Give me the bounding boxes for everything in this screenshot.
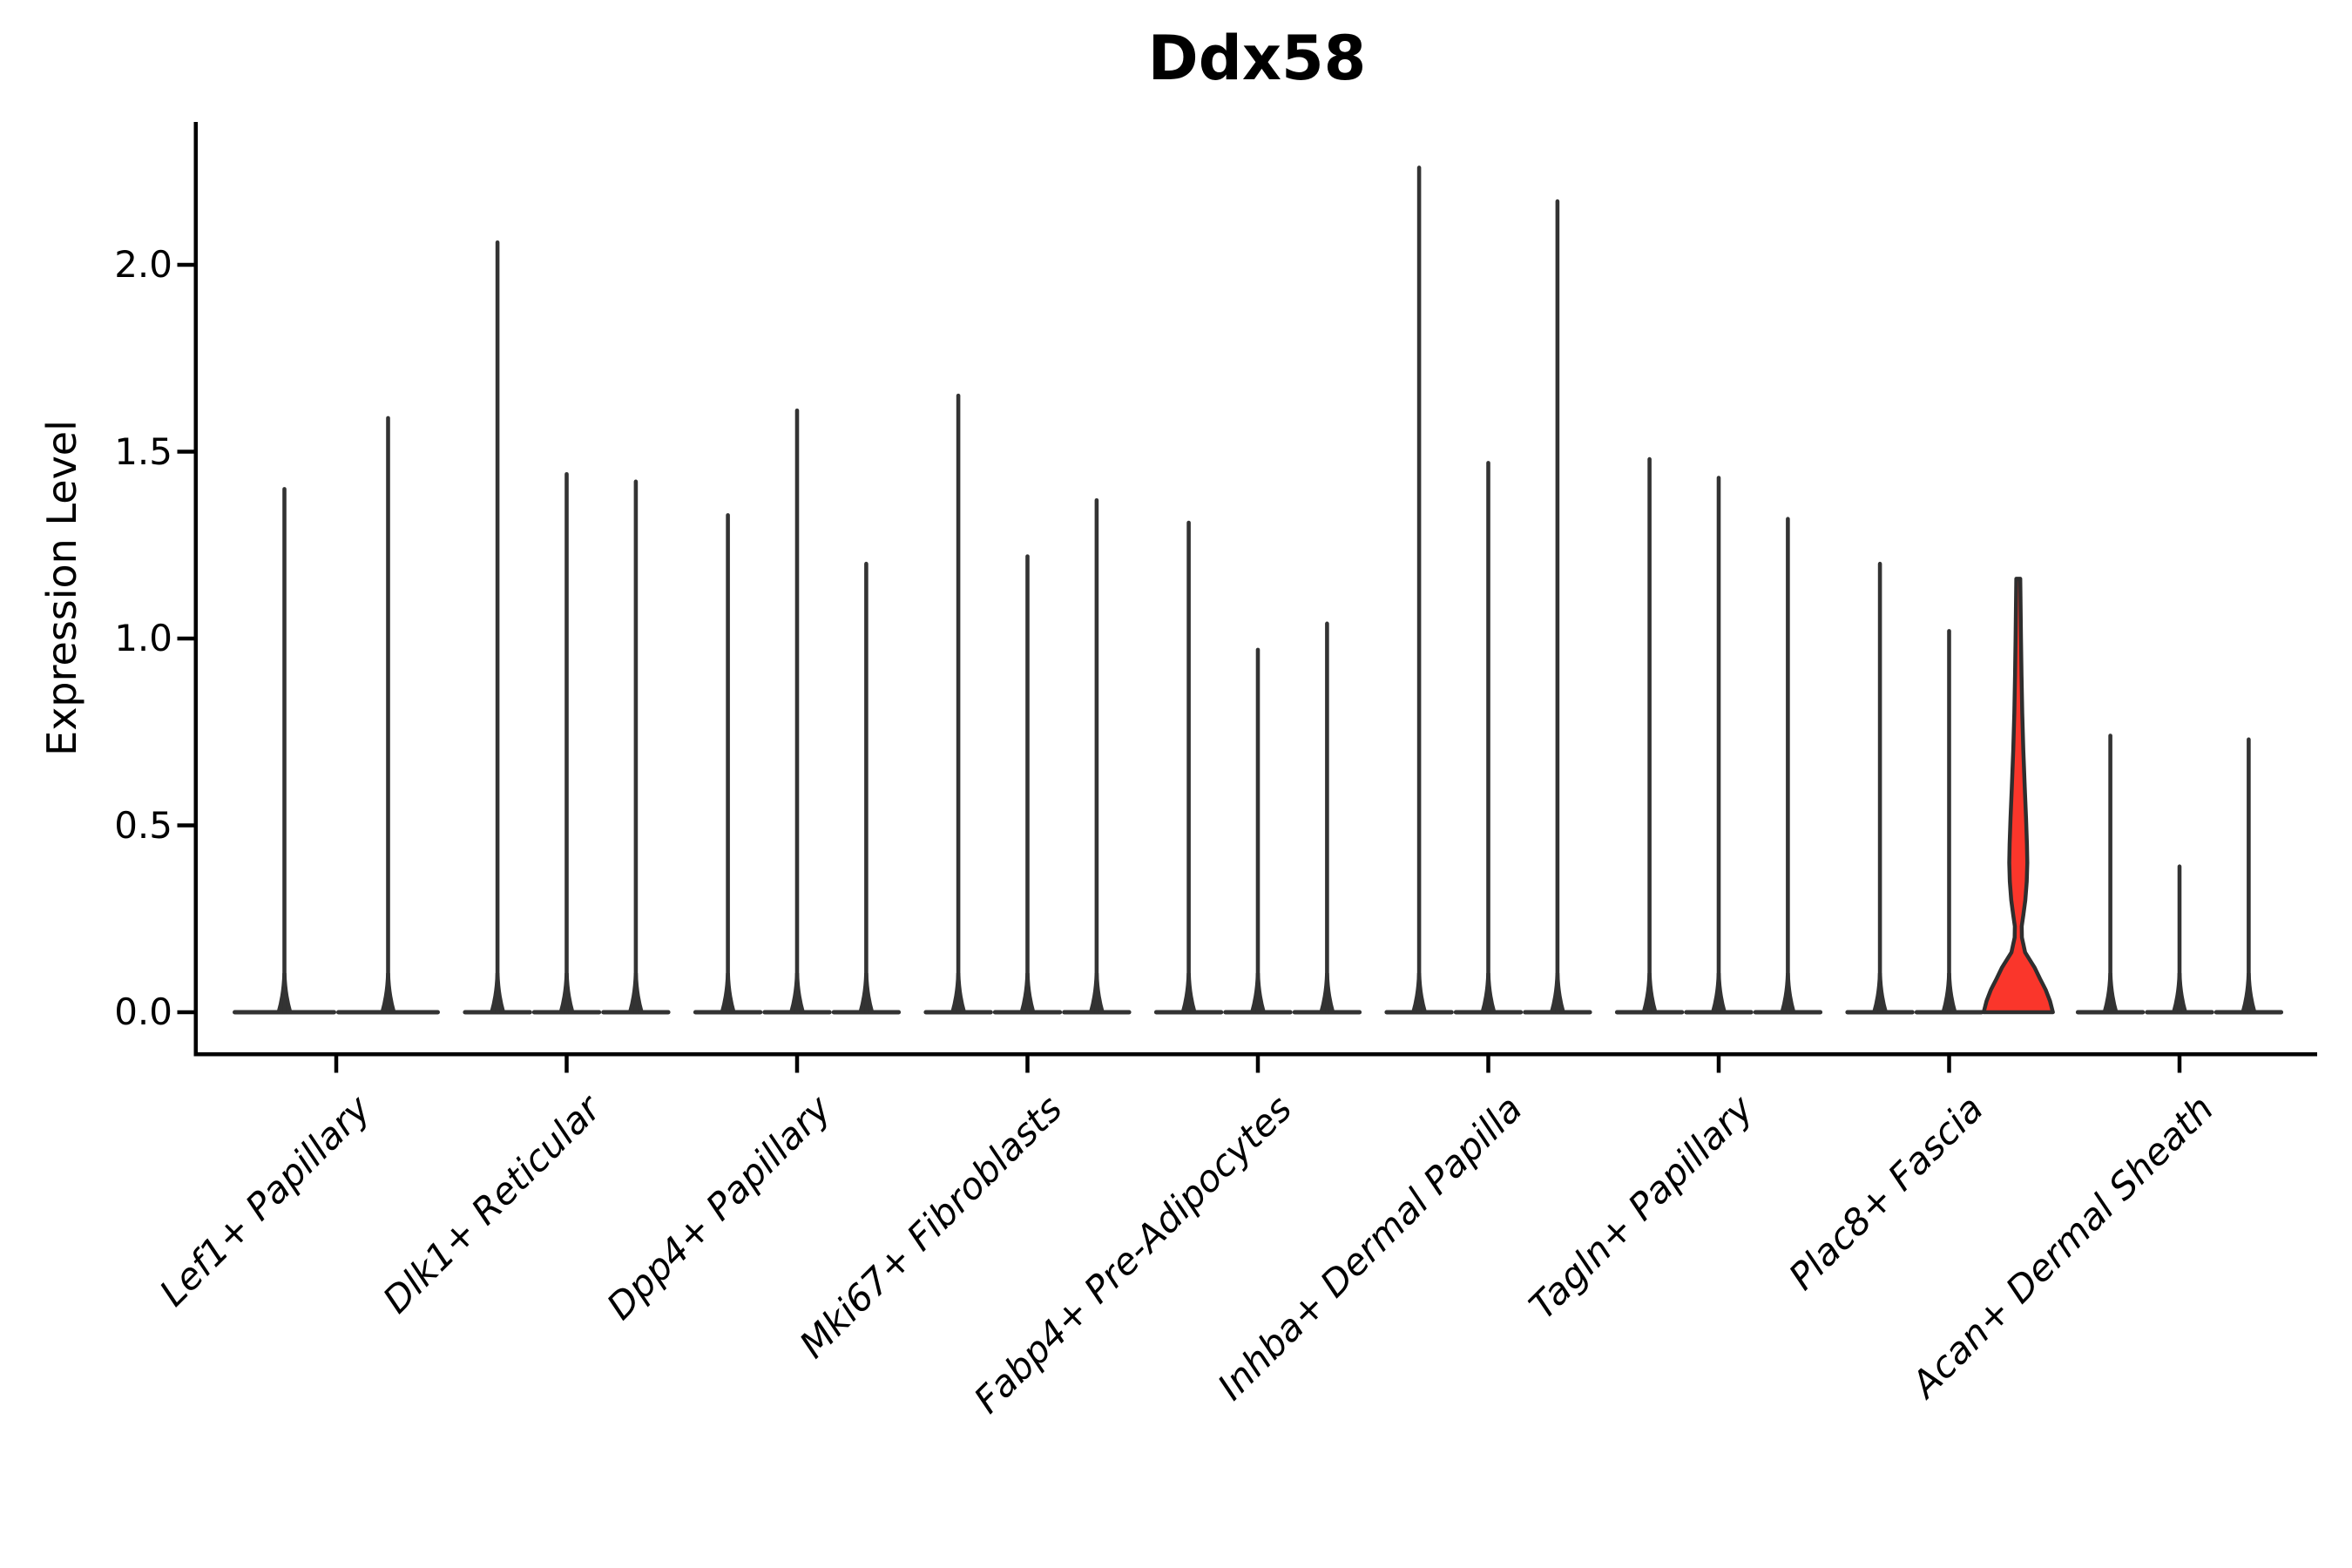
y-axis-spine xyxy=(193,122,198,1057)
highlighted-violin xyxy=(1981,577,2055,1015)
x-tick-mark xyxy=(794,1056,800,1073)
y-tick-mark xyxy=(177,823,194,828)
x-tick-mark xyxy=(1716,1056,1721,1073)
y-tick-label: 2.0 xyxy=(114,243,172,286)
y-tick-mark xyxy=(177,636,194,641)
x-tick-mark xyxy=(2177,1056,2182,1073)
y-tick-label: 0.0 xyxy=(114,990,172,1033)
y-axis-label: Expression Level xyxy=(38,420,85,756)
y-tick-mark xyxy=(177,1010,194,1015)
page-title: Ddx58 xyxy=(1147,23,1367,94)
x-tick-mark xyxy=(1947,1056,1951,1073)
x-tick-mark xyxy=(1025,1056,1030,1073)
y-tick-mark xyxy=(177,262,194,267)
x-tick-mark xyxy=(334,1056,339,1073)
x-tick-mark xyxy=(1255,1056,1260,1073)
x-axis-spine xyxy=(193,1052,2317,1057)
y-tick-label: 1.5 xyxy=(114,429,172,473)
x-tick-mark xyxy=(564,1056,569,1073)
y-tick-mark xyxy=(177,449,194,454)
y-tick-label: 1.0 xyxy=(114,617,172,659)
x-tick-mark xyxy=(1486,1056,1490,1073)
y-tick-label: 0.5 xyxy=(114,803,172,847)
